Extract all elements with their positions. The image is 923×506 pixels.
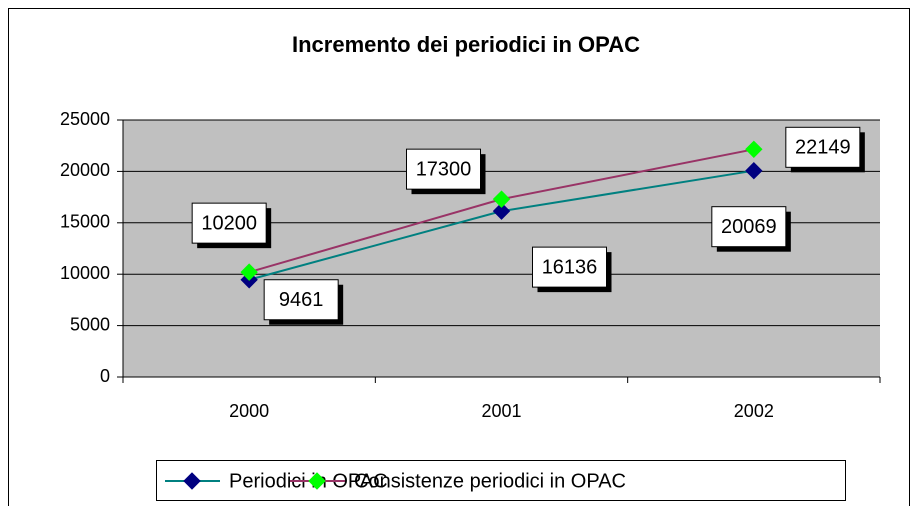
data-labels: 9461 16136 20069 10200 17300 22149 xyxy=(191,126,865,325)
data-label: 9461 xyxy=(279,289,324,311)
series-lines xyxy=(240,140,763,289)
data-label-box xyxy=(532,246,607,288)
data-point xyxy=(745,140,763,159)
legend-marker xyxy=(308,472,326,490)
data-label: 16136 xyxy=(542,256,598,278)
legend-label: Consistenze periodici in OPAC xyxy=(354,470,626,492)
data-label-box xyxy=(785,126,861,168)
y-tick-label: 20000 xyxy=(60,160,110,180)
data-point xyxy=(745,161,763,180)
data-label: 10200 xyxy=(201,212,257,234)
y-tick-label: 5000 xyxy=(70,314,110,334)
y-tick-label: 25000 xyxy=(60,109,110,129)
data-label-box xyxy=(263,279,339,321)
data-label: 20069 xyxy=(721,216,777,238)
data-point xyxy=(492,190,511,208)
data-label-box xyxy=(406,148,481,190)
data-label-box xyxy=(191,202,267,244)
y-tick-label: 15000 xyxy=(60,212,110,232)
data-label: 17300 xyxy=(416,158,472,180)
legend xyxy=(156,460,846,501)
legend-marker xyxy=(183,472,201,490)
data-label-box xyxy=(711,206,787,248)
data-point xyxy=(492,202,511,220)
y-tick-label: 10000 xyxy=(60,263,110,283)
data-point xyxy=(240,263,258,281)
chart-title: Incremento dei periodici in OPAC xyxy=(292,32,640,57)
x-tick-label: 2001 xyxy=(481,401,521,421)
x-tick-label: 2000 xyxy=(229,401,269,421)
data-label: 22149 xyxy=(795,137,851,159)
x-tick-label: 2002 xyxy=(734,401,774,421)
y-tick-label: 0 xyxy=(100,366,110,386)
